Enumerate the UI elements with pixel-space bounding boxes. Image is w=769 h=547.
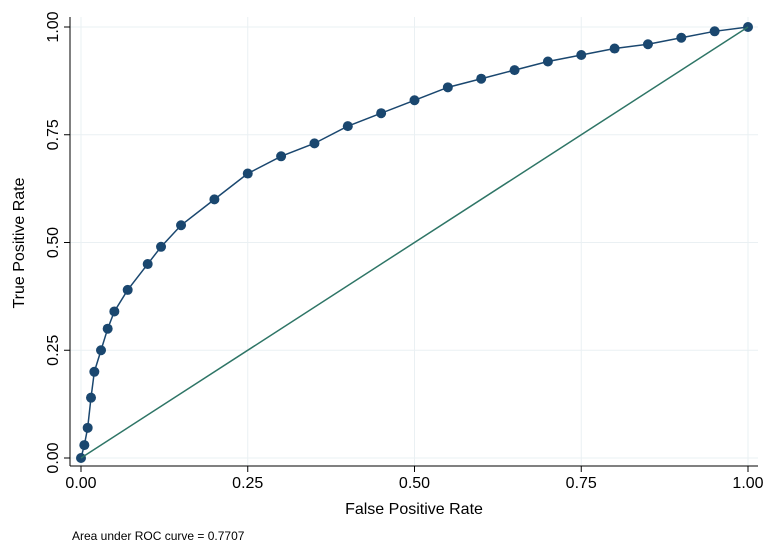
x-axis-title: False Positive Rate <box>345 501 483 518</box>
point <box>276 151 287 162</box>
point <box>156 241 167 252</box>
y-tick-label: 1.00 <box>45 11 62 42</box>
point <box>542 56 553 67</box>
point <box>79 440 90 451</box>
x-tick-label: 1.00 <box>732 475 763 492</box>
point <box>122 284 133 295</box>
y-tick-label: 0.00 <box>45 442 62 473</box>
point <box>102 323 113 334</box>
point <box>142 259 153 270</box>
y-axis-title: True Positive Rate <box>11 177 28 308</box>
point <box>209 194 220 205</box>
point <box>86 392 97 403</box>
point <box>242 168 253 179</box>
point <box>642 39 653 50</box>
note: Area under ROC curve = 0.7707 <box>72 529 245 543</box>
point <box>342 121 353 132</box>
point <box>476 73 487 84</box>
point <box>442 82 453 93</box>
point <box>376 108 387 119</box>
y-tick-label: 0.75 <box>45 119 62 150</box>
point <box>89 366 100 377</box>
x-tick-label: 0.50 <box>399 475 430 492</box>
point <box>509 65 520 76</box>
x-tick-label: 0.75 <box>566 475 597 492</box>
point <box>609 43 620 54</box>
point <box>409 95 420 106</box>
y-tick-label: 0.25 <box>45 335 62 366</box>
point <box>176 220 187 231</box>
point <box>109 306 120 317</box>
y-tick-label: 0.50 <box>45 227 62 258</box>
point <box>676 32 687 43</box>
series-line <box>80 26 749 459</box>
point <box>309 138 320 149</box>
point <box>96 345 107 356</box>
x-tick-label: 0.25 <box>232 475 263 492</box>
point <box>709 26 720 37</box>
point <box>576 50 587 61</box>
x-tick-label: 0.00 <box>65 475 96 492</box>
point <box>82 422 93 433</box>
